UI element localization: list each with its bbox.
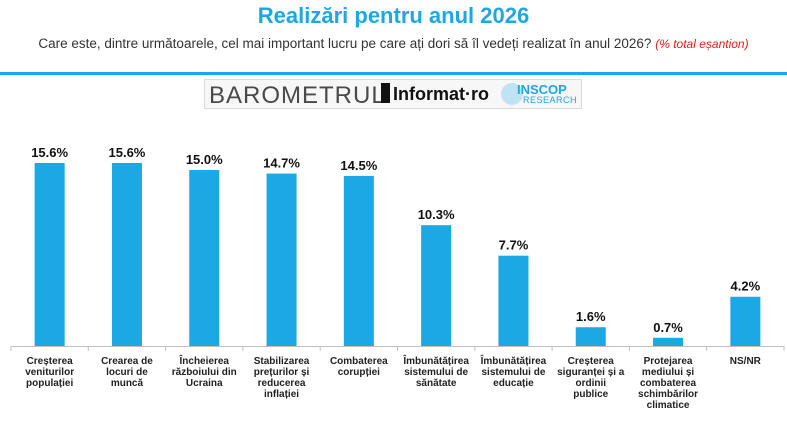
subtitle-question: Care este, dintre următoarele, cel mai i… (38, 36, 652, 51)
subtitle-note: (% total eșantion) (655, 37, 749, 51)
bar (498, 255, 529, 346)
bar (343, 175, 374, 346)
bar (266, 173, 297, 346)
category-label: Îmbunătățirea sistemului de educație (480, 356, 547, 389)
chart-subtitle: Care este, dintre următoarele, cel mai i… (20, 36, 767, 52)
bar-value-label: 7.7% (499, 238, 529, 253)
category-label: Combaterea corupției (329, 356, 388, 378)
bar-value-label: 15.0% (186, 152, 223, 167)
bar-value-label: 15.6% (109, 145, 146, 160)
bar (34, 163, 65, 346)
inscop-logo-text: INSCOP (517, 82, 567, 97)
category-label: Îmbunătățirea sistemului de sănătate (403, 356, 469, 389)
bar-value-label: 14.5% (340, 158, 377, 173)
inscop-circle-icon (501, 83, 523, 105)
inscop-logo-subtext: RESEARCH (523, 95, 578, 105)
header-divider (0, 72, 787, 75)
category-label: Protejarea mediului și combaterea schimb… (638, 356, 699, 411)
bar-value-label: 0.7% (653, 320, 683, 335)
bar-chart: 15.6% 15.6% 15.0% 14.7% 14.5% 10.3% 7.7% 1.6% 0.… (10, 145, 785, 351)
inscop-logo: INSCOP RESEARCH (501, 82, 581, 108)
bar-value-label: 1.6% (576, 309, 606, 324)
bar (653, 337, 684, 346)
bar-value-label: 10.3% (418, 207, 455, 222)
barometrul-logo: BAROMETRUL (209, 82, 386, 109)
category-label: NS/NR (729, 356, 761, 367)
category-label: Încheierea războiului din Ucraina (171, 356, 237, 389)
bar-value-label: 4.2% (731, 279, 761, 294)
bar (111, 163, 142, 346)
logo-banner: BAROMETRUL Informat·ro INSCOP RESEARCH (204, 79, 582, 109)
informat-logo-text: Informat·ro (393, 84, 489, 104)
bar (730, 296, 761, 346)
bar-value-label: 14.7% (263, 156, 300, 171)
informat-logo: Informat·ro (381, 83, 489, 105)
bar-value-label: 15.6% (31, 145, 68, 160)
chart-title: Realizări pentru anul 2026 (257, 3, 530, 28)
category-label: Stabilizarea prețurilor și reducerea inf… (253, 356, 310, 400)
category-label: Creșterea siguranței și a ordinii public… (557, 356, 625, 400)
bar (189, 170, 220, 346)
bar (421, 225, 452, 346)
category-label: Crearea de locuri de muncă (101, 356, 153, 389)
bar (575, 327, 606, 346)
informat-mark-icon (381, 83, 390, 103)
category-label: Creșterea veniturilor populației (25, 356, 75, 389)
